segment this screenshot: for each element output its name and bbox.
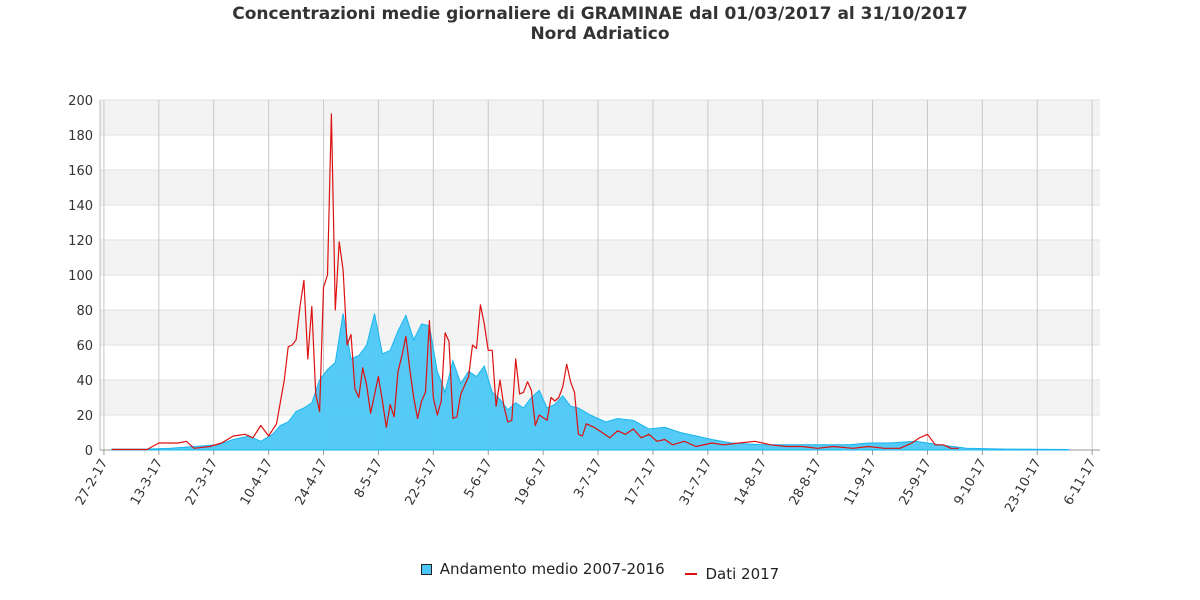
y-tick-label: 120: [68, 234, 93, 249]
x-tick-label: 24-4-17: [293, 457, 331, 508]
x-tick-label: 27-3-17: [183, 457, 221, 508]
x-tick-label: 13-3-17: [128, 457, 166, 508]
x-tick-label: 25-9-17: [897, 457, 935, 508]
x-tick-label: 19-6-17: [512, 457, 550, 508]
x-tick-label: 17-7-17: [622, 457, 660, 508]
y-tick-label: 0: [85, 444, 93, 459]
x-tick-label: 3-7-17: [571, 457, 605, 501]
series-area-average: [111, 313, 1070, 451]
x-tick-label: 11-9-17: [842, 457, 880, 508]
y-tick-label: 100: [68, 269, 93, 284]
chart-title: Concentrazioni medie giornaliere di GRAM…: [0, 4, 1200, 44]
legend-swatch-line: [685, 572, 698, 575]
series-line-2017: [111, 113, 959, 451]
x-tick-label: 14-8-17: [732, 457, 770, 508]
legend-item-2017[interactable]: Dati 2017: [685, 565, 779, 583]
plot-band: [100, 100, 1100, 135]
plot-band: [100, 380, 1100, 415]
y-tick-label: 160: [68, 164, 93, 179]
x-tick-label: 31-7-17: [677, 457, 715, 508]
plot-band: [100, 240, 1100, 275]
x-tick-label: 9-10-17: [951, 457, 989, 508]
x-tick-label: 22-5-17: [402, 457, 440, 508]
y-tick-label: 60: [76, 339, 93, 354]
y-tick-label: 140: [68, 199, 93, 214]
y-tick-label: 20: [76, 409, 93, 424]
chart-title-line1: Concentrazioni medie giornaliere di GRAM…: [232, 4, 968, 24]
legend-swatch-area: [420, 563, 432, 575]
y-tick-label: 80: [76, 304, 93, 319]
y-tick-label: 180: [68, 129, 93, 144]
x-tick-label: 6-11-17: [1061, 457, 1099, 508]
legend-label-average: Andamento medio 2007-2016: [439, 560, 665, 578]
plot-band: [100, 170, 1100, 205]
legend-label-2017: Dati 2017: [705, 564, 780, 583]
y-tick-label: 200: [68, 94, 93, 109]
x-tick-label: 28-8-17: [787, 457, 825, 508]
legend: Andamento medio 2007-2016 Dati 2017: [0, 560, 1200, 583]
plot-band: [100, 310, 1100, 345]
x-tick-label: 10-4-17: [238, 457, 276, 508]
x-tick-label: 23-10-17: [1002, 457, 1044, 516]
x-tick-label: 5-6-17: [461, 457, 495, 501]
x-tick-label: 8-5-17: [352, 457, 386, 501]
chart-subtitle: Nord Adriatico: [530, 24, 670, 44]
x-tick-label: 27-2-17: [73, 457, 111, 508]
y-tick-label: 40: [76, 374, 93, 389]
legend-item-average[interactable]: Andamento medio 2007-2016: [420, 560, 665, 578]
